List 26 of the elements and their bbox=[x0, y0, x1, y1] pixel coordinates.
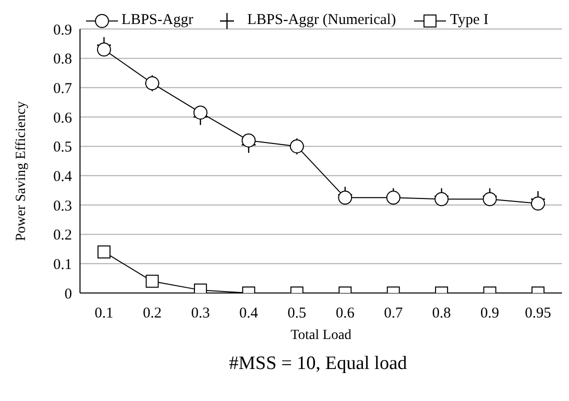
text: #MSS = 10, Equal load bbox=[228, 353, 408, 375]
legend-label: Type I bbox=[450, 12, 488, 29]
x-axis-title: Total Load bbox=[290, 328, 352, 343]
x-tick-label: 0.5 bbox=[288, 306, 306, 322]
y-tick-label: 0.3 bbox=[53, 198, 72, 214]
y-tick-label: 0.7 bbox=[53, 80, 72, 97]
y-tick-label: 0.8 bbox=[53, 52, 72, 68]
x-tick-label: 0.1 bbox=[94, 306, 114, 322]
x-tick-label: 0.9 bbox=[480, 306, 500, 322]
x-tick-label: 0.4 bbox=[239, 306, 259, 322]
x-tick-label: 0.2 bbox=[142, 306, 162, 322]
x-tick-label: 0.95 bbox=[524, 306, 552, 322]
y-tick-label: 0.4 bbox=[53, 168, 72, 185]
legend-label: LBPS-Aggr bbox=[122, 12, 194, 29]
legend-label: LBPS-Aggr (Numerical) bbox=[247, 12, 396, 29]
x-tick-label: 0.3 bbox=[191, 306, 210, 322]
y-tick-label: 0.2 bbox=[53, 228, 72, 244]
y-tick-label: 0.6 bbox=[53, 110, 72, 126]
x-tick-label: 0.6 bbox=[336, 306, 355, 322]
y-tick-label: 0 bbox=[64, 286, 72, 302]
y-tick-label: 0.9 bbox=[53, 22, 72, 38]
y-axis-title: Power Saving Efficiency bbox=[14, 101, 29, 241]
x-tick-label: 0.7 bbox=[384, 306, 404, 322]
x-tick-label: 0.8 bbox=[432, 306, 451, 322]
y-tick-label: 0.1 bbox=[53, 256, 72, 273]
y-tick-label: 0.5 bbox=[53, 140, 72, 156]
